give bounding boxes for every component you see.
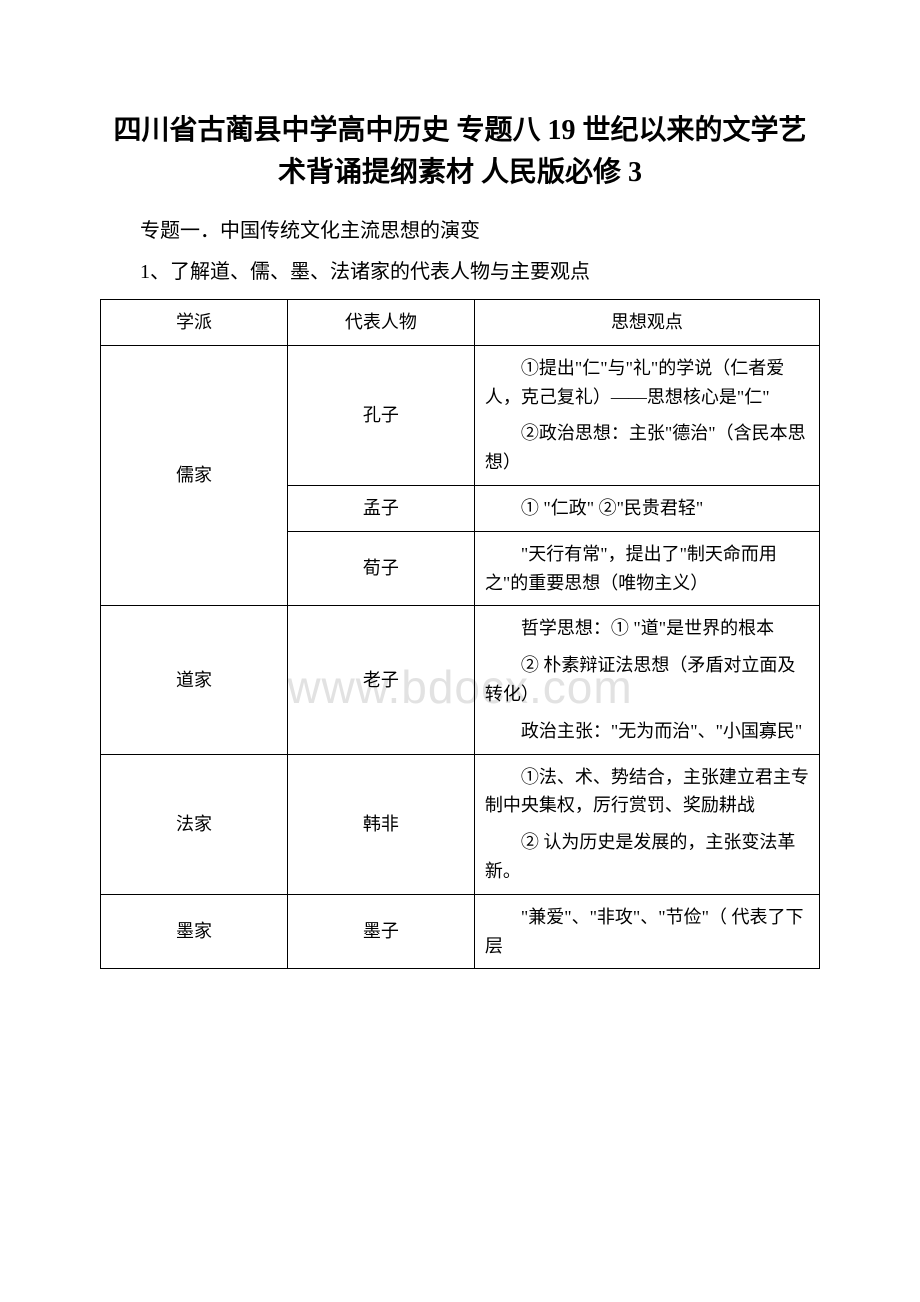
document-content: 四川省古蔺县中学高中历史 专题八 19 世纪以来的文学艺术背诵提纲素材 人民版必… xyxy=(100,110,820,969)
person-cell: 墨子 xyxy=(287,894,474,969)
thought-text: ② 朴素辩证法思想（矛盾对立面及转化） xyxy=(485,651,809,709)
school-cell: 墨家 xyxy=(101,894,288,969)
person-cell: 孔子 xyxy=(287,345,474,485)
table-row: 儒家 孔子 ①提出"仁"与"礼"的学说（仁者爱人，克己复礼）——思想核心是"仁"… xyxy=(101,345,820,485)
header-school: 学派 xyxy=(101,300,288,346)
thought-text: "兼爱"、"非攻"、"节俭"（ 代表了下层 xyxy=(485,903,809,961)
person-cell: 孟子 xyxy=(287,485,474,531)
person-cell: 韩非 xyxy=(287,754,474,894)
thought-text: ①法、术、势结合，主张建立君主专制中央集权，厉行赏罚、奖励耕战 xyxy=(485,763,809,821)
person-cell: 荀子 xyxy=(287,531,474,606)
header-thought: 思想观点 xyxy=(474,300,819,346)
thought-text: ②政治思想：主张"德治"（含民本思想） xyxy=(485,419,809,477)
thought-text: "天行有常"，提出了"制天命而用之"的重要思想（唯物主义） xyxy=(485,540,809,598)
thought-text: ② 认为历史是发展的，主张变法革新。 xyxy=(485,828,809,886)
thought-cell: ①法、术、势结合，主张建立君主专制中央集权，厉行赏罚、奖励耕战 ② 认为历史是发… xyxy=(474,754,819,894)
thought-text: 哲学思想：① "道"是世界的根本 xyxy=(485,614,809,643)
table-header-row: 学派 代表人物 思想观点 xyxy=(101,300,820,346)
thought-text: 政治主张："无为而治"、"小国寡民" xyxy=(485,717,809,746)
table-row: 墨家 墨子 "兼爱"、"非攻"、"节俭"（ 代表了下层 xyxy=(101,894,820,969)
person-cell: 老子 xyxy=(287,606,474,754)
table-row: 道家 老子 哲学思想：① "道"是世界的根本 ② 朴素辩证法思想（矛盾对立面及转… xyxy=(101,606,820,754)
table-row: 法家 韩非 ①法、术、势结合，主张建立君主专制中央集权，厉行赏罚、奖励耕战 ② … xyxy=(101,754,820,894)
item-text: 1、了解道、儒、墨、法诸家的代表人物与主要观点 xyxy=(100,255,820,284)
thought-cell: ①提出"仁"与"礼"的学说（仁者爱人，克己复礼）——思想核心是"仁" ②政治思想… xyxy=(474,345,819,485)
thought-cell: ① "仁政" ②"民贵君轻" xyxy=(474,485,819,531)
school-cell: 法家 xyxy=(101,754,288,894)
topic-subtitle: 专题一．中国传统文化主流思想的演变 xyxy=(100,214,820,243)
document-title: 四川省古蔺县中学高中历史 专题八 19 世纪以来的文学艺术背诵提纲素材 人民版必… xyxy=(100,110,820,194)
thought-cell: "天行有常"，提出了"制天命而用之"的重要思想（唯物主义） xyxy=(474,531,819,606)
schools-table: 学派 代表人物 思想观点 儒家 孔子 ①提出"仁"与"礼"的学说（仁者爱人，克己… xyxy=(100,299,820,969)
thought-text: ①提出"仁"与"礼"的学说（仁者爱人，克己复礼）——思想核心是"仁" xyxy=(485,354,809,412)
school-cell: 道家 xyxy=(101,606,288,754)
thought-cell: 哲学思想：① "道"是世界的根本 ② 朴素辩证法思想（矛盾对立面及转化） 政治主… xyxy=(474,606,819,754)
header-person: 代表人物 xyxy=(287,300,474,346)
thought-cell: "兼爱"、"非攻"、"节俭"（ 代表了下层 xyxy=(474,894,819,969)
thought-text: ① "仁政" ②"民贵君轻" xyxy=(485,494,809,523)
school-cell: 儒家 xyxy=(101,345,288,606)
